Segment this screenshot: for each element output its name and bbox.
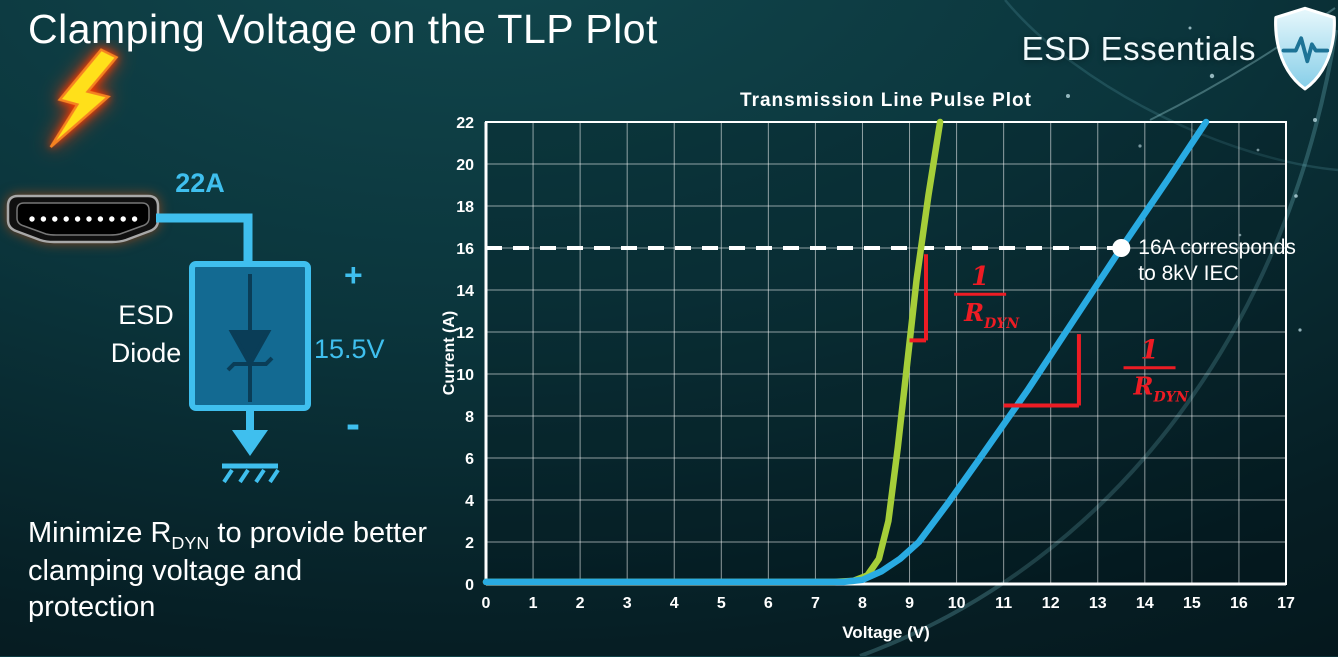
svg-text:16: 16 <box>456 241 474 258</box>
svg-text:1: 1 <box>971 262 989 292</box>
x-axis-label: Voltage (V) <box>842 623 930 642</box>
svg-text:6: 6 <box>465 451 474 468</box>
chart-title: Transmission Line Pulse Plot <box>740 90 1032 111</box>
surge-wire <box>156 213 253 264</box>
svg-text:5: 5 <box>717 595 726 612</box>
svg-text:7: 7 <box>811 595 820 612</box>
svg-text:to 8kV IEC: to 8kV IEC <box>1138 262 1238 285</box>
svg-text:18: 18 <box>456 199 474 216</box>
svg-text:8: 8 <box>858 595 867 612</box>
svg-text:2: 2 <box>465 535 474 552</box>
brand: ESD Essentials <box>1022 6 1338 92</box>
tvs-diode-symbol <box>226 274 274 402</box>
shield-pulse-icon <box>1274 6 1336 91</box>
svg-text:1: 1 <box>1140 336 1158 366</box>
swoosh-curve-2 <box>1004 0 1338 172</box>
svg-text:13: 13 <box>1089 595 1107 612</box>
ground-icon <box>222 408 280 484</box>
svg-text:10: 10 <box>456 367 474 384</box>
tick-labels: 0 1 2 3 4 5 6 7 8 9 10 11 12 13 14 15 16 1702468101214161… <box>456 115 1295 612</box>
svg-text:1: 1 <box>529 595 538 612</box>
svg-text:15: 15 <box>1183 595 1201 612</box>
connector-pins <box>29 216 138 222</box>
svg-text:4: 4 <box>465 493 474 510</box>
surge-current-label: 22A <box>175 168 225 198</box>
tlp-chart: 0 1 2 3 4 5 6 7 8 9 10 11 12 13 14 15 16 17 0 2 4 6 8 10 12 14 16 1… <box>440 86 1338 652</box>
caption: Minimize RDYN to provide better clamping… <box>28 516 436 626</box>
page-title: Clamping Voltage on the TLP Plot <box>28 6 658 52</box>
svg-text:3: 3 <box>623 595 632 612</box>
plus-label: + <box>344 257 363 293</box>
svg-text:12: 12 <box>1042 595 1060 612</box>
hdmi-connector-icon <box>6 194 160 244</box>
svg-text:0: 0 <box>465 577 474 594</box>
svg-text:0: 0 <box>482 595 491 612</box>
svg-text:14: 14 <box>1136 595 1154 612</box>
svg-text:14: 14 <box>456 283 474 300</box>
brand-text: ESD Essentials <box>1021 30 1256 67</box>
marker-dot <box>1112 239 1131 257</box>
svg-text:10: 10 <box>948 595 966 612</box>
clamp-voltage-label: 15.5V <box>314 334 385 364</box>
svg-text:16A corresponds: 16A corresponds <box>1138 236 1296 259</box>
svg-text:6: 6 <box>764 595 773 612</box>
svg-text:20: 20 <box>456 157 474 174</box>
marker-label: 16A corresponds to 8kV IEC <box>1138 236 1296 285</box>
svg-text:22: 22 <box>456 115 474 132</box>
caption-prefix: Minimize R <box>28 517 172 549</box>
connector-inner <box>16 202 150 236</box>
y-axis-label: Current (A) <box>441 311 458 395</box>
esd-circuit-diagram: 22A ESD Diode + 15.5V - <box>6 48 385 484</box>
tlp-chart-svg: 0 1 2 3 4 5 6 7 8 9 10 11 12 13 14 15 16 1702468101214161… <box>441 90 1296 642</box>
svg-text:17: 17 <box>1277 595 1295 612</box>
star-dots <box>1066 26 1317 332</box>
minus-label: - <box>346 400 360 447</box>
svg-text:9: 9 <box>905 595 914 612</box>
svg-text:8: 8 <box>465 409 474 426</box>
caption-suffix: to provide better clamping voltage and p… <box>28 517 427 624</box>
lightning-bolt-icon <box>49 48 119 148</box>
svg-text:2: 2 <box>576 595 585 612</box>
device-label-line1: ESD <box>118 300 174 330</box>
caption-subscript: DYN <box>171 532 210 553</box>
pulse-line <box>1281 36 1330 64</box>
svg-text:11: 11 <box>995 595 1012 612</box>
svg-text:12: 12 <box>456 325 474 342</box>
svg-text:16: 16 <box>1230 595 1248 612</box>
svg-text:4: 4 <box>670 595 679 612</box>
device-label-line2: Diode <box>111 338 182 368</box>
